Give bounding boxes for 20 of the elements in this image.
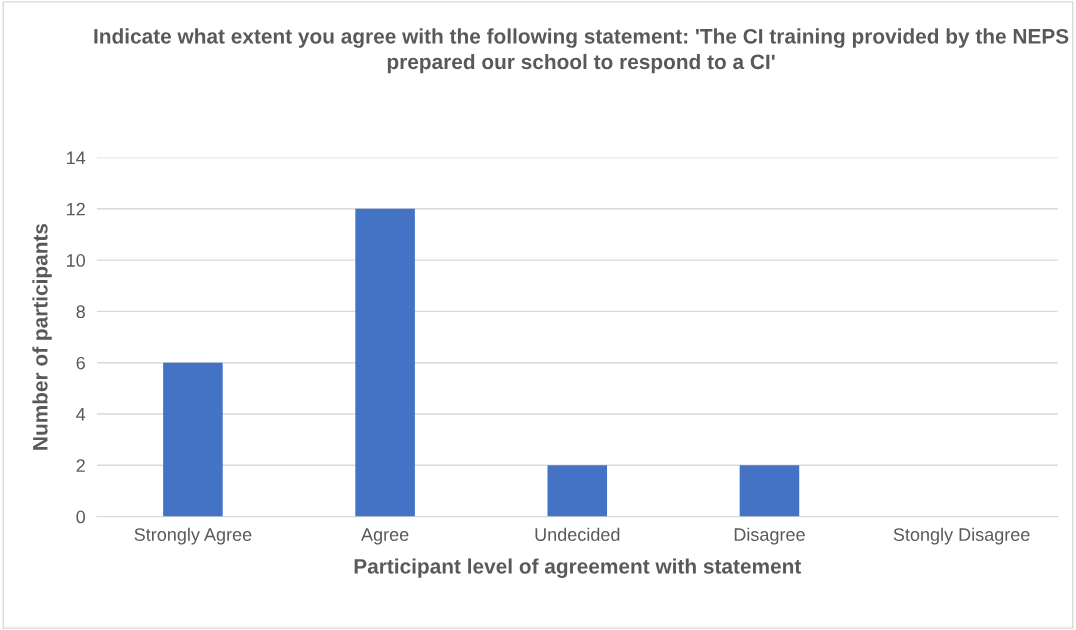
y-axis-title: Number of participants bbox=[32, 223, 52, 450]
y-tick-label: 4 bbox=[76, 408, 86, 421]
x-tick-label: Stongly Disagree bbox=[893, 527, 1030, 545]
y-tick-label: 2 bbox=[76, 459, 85, 472]
x-tick-label: Undecided bbox=[535, 527, 620, 541]
bar bbox=[547, 465, 608, 517]
y-tick-label: 0 bbox=[76, 510, 86, 524]
y-tick-label: 10 bbox=[67, 254, 86, 267]
chart-title: Indicate what extent you agree with the following statement: 'The CI training provided by the NEPS prepared our school to respond to a CI' bbox=[94, 28, 1069, 74]
y-tick-label: 8 bbox=[76, 305, 85, 319]
x-axis-title: Participant level of agreement with statement bbox=[354, 558, 802, 578]
x-tick-label: Strongly Agree bbox=[134, 527, 252, 545]
y-tick-label: 14 bbox=[67, 151, 86, 165]
x-tick-label: Agree bbox=[361, 528, 409, 545]
bar bbox=[739, 465, 800, 517]
x-tick-label: Disagree bbox=[734, 527, 805, 545]
bar bbox=[355, 208, 415, 517]
y-tick-label: 12 bbox=[67, 202, 85, 216]
y-tick-label: 6 bbox=[76, 356, 85, 370]
bar bbox=[163, 362, 223, 517]
